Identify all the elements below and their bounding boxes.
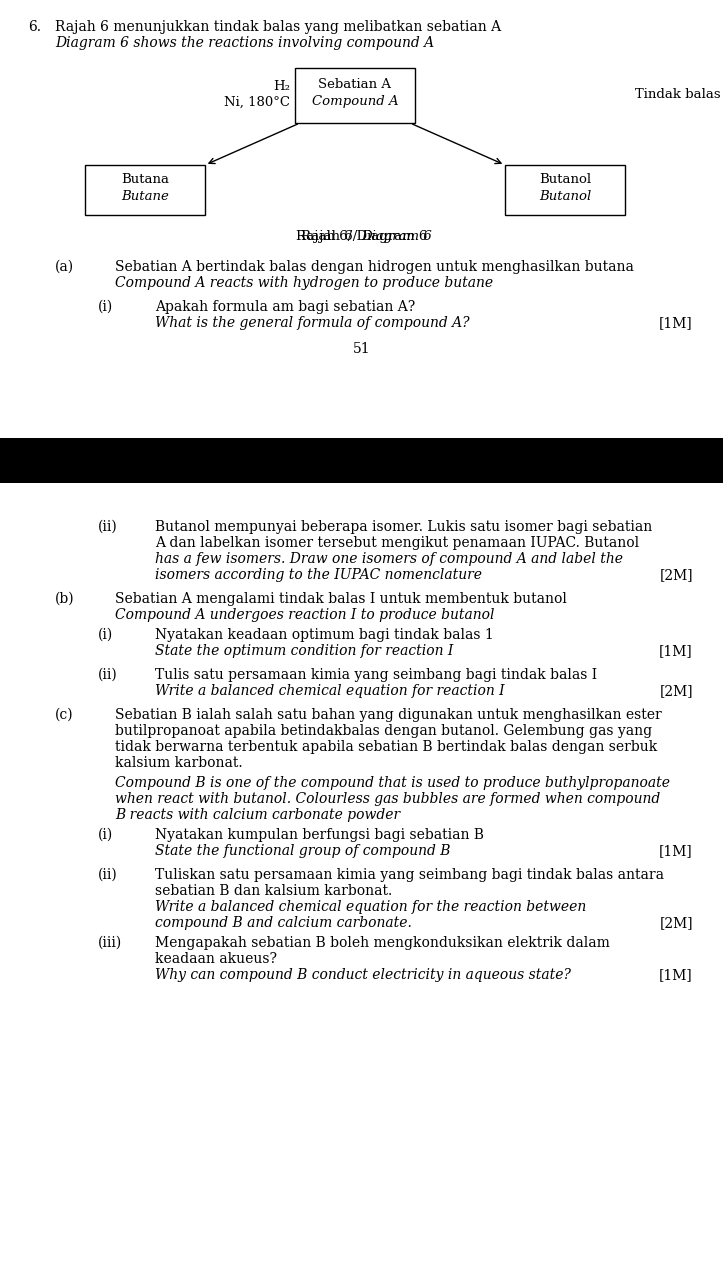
Text: (i): (i) [98, 300, 114, 314]
Text: [1M]: [1M] [659, 316, 693, 330]
Text: Rajah 6/: Rajah 6/ [301, 230, 362, 243]
Text: (c): (c) [55, 708, 74, 722]
Text: Sebatian A: Sebatian A [319, 78, 391, 91]
Text: (ii): (ii) [98, 668, 118, 682]
Text: Rajah 6 menunjukkan tindak balas yang melibatkan sebatian A: Rajah 6 menunjukkan tindak balas yang me… [55, 20, 501, 35]
Text: 6.: 6. [28, 20, 41, 35]
Text: (i): (i) [98, 628, 114, 643]
Text: [2M]: [2M] [659, 568, 693, 582]
Text: Compound A undergoes reaction I to produce butanol: Compound A undergoes reaction I to produ… [115, 608, 495, 622]
Bar [0, 438, 723, 483]
Text: Diagram 6 shows the reactions involving compound A: Diagram 6 shows the reactions involving … [55, 36, 434, 50]
Text: Butane: Butane [121, 189, 169, 204]
Text: A dan labelkan isomer tersebut mengikut penamaan IUPAC. Butanol: A dan labelkan isomer tersebut mengikut … [155, 536, 639, 550]
Text: isomers according to the IUPAC nomenclature: isomers according to the IUPAC nomenclat… [155, 568, 482, 582]
Text: [2M]: [2M] [659, 916, 693, 931]
Text: Write a balanced chemical equation for the reaction between: Write a balanced chemical equation for t… [155, 900, 586, 914]
Text: (b): (b) [55, 591, 74, 605]
Text: Write a balanced chemical equation for reaction I: Write a balanced chemical equation for r… [155, 684, 505, 698]
Text: compound B and calcium carbonate.: compound B and calcium carbonate. [155, 916, 412, 931]
Text: Tulis satu persamaan kimia yang seimbang bagi tindak balas I: Tulis satu persamaan kimia yang seimbang… [155, 668, 597, 682]
Text: [2M]: [2M] [659, 684, 693, 698]
Text: B reacts with calcium carbonate powder: B reacts with calcium carbonate powder [115, 808, 400, 822]
Text: Nyatakan keadaan optimum bagi tindak balas 1: Nyatakan keadaan optimum bagi tindak bal… [155, 628, 494, 643]
Text: Apakah formula am bagi sebatian A?: Apakah formula am bagi sebatian A? [155, 300, 415, 314]
Text: Compound A reacts with hydrogen to produce butane: Compound A reacts with hydrogen to produ… [115, 276, 493, 291]
Text: sebatian B dan kalsium karbonat.: sebatian B dan kalsium karbonat. [155, 884, 393, 899]
Text: butilpropanoat apabila betindakbalas dengan butanol. Gelembung gas yang: butilpropanoat apabila betindakbalas den… [115, 724, 652, 739]
Text: 51: 51 [353, 342, 370, 356]
Text: Sebatian A mengalami tindak balas I untuk membentuk butanol: Sebatian A mengalami tindak balas I untu… [115, 591, 567, 605]
Text: [1M]: [1M] [659, 644, 693, 658]
Text: H₂: H₂ [273, 79, 290, 93]
Text: State the optimum condition for reaction I: State the optimum condition for reaction… [155, 644, 453, 658]
Text: Sebatian A bertindak balas dengan hidrogen untuk menghasilkan butana: Sebatian A bertindak balas dengan hidrog… [115, 260, 634, 274]
Text: [1M]: [1M] [659, 844, 693, 858]
Text: tidak berwarna terbentuk apabila sebatian B bertindak balas dengan serbuk: tidak berwarna terbentuk apabila sebatia… [115, 740, 657, 754]
Text: Nyatakan kumpulan berfungsi bagi sebatian B: Nyatakan kumpulan berfungsi bagi sebatia… [155, 828, 484, 842]
Text: [1M]: [1M] [659, 968, 693, 982]
Text: keadaan akueus?: keadaan akueus? [155, 952, 277, 966]
Text: (iii): (iii) [98, 936, 122, 950]
Text: Butanol: Butanol [539, 173, 591, 186]
Text: Why can compound B conduct electricity in aqueous state?: Why can compound B conduct electricity i… [155, 968, 571, 982]
Text: What is the general formula of compound A?: What is the general formula of compound … [155, 316, 470, 330]
Text: kalsium karbonat.: kalsium karbonat. [115, 756, 243, 771]
Text: Mengapakah sebatian B boleh mengkonduksikan elektrik dalam: Mengapakah sebatian B boleh mengkonduksi… [155, 936, 610, 950]
Text: Tindak balas 1: Tindak balas 1 [635, 88, 723, 101]
Text: (a): (a) [55, 260, 74, 274]
Text: Ni, 180°C: Ni, 180°C [224, 96, 290, 109]
Text: has a few isomers. Draw one isomers of compound A and label the: has a few isomers. Draw one isomers of c… [155, 552, 623, 566]
Text: (i): (i) [98, 828, 114, 842]
Text: State the functional group of compound B: State the functional group of compound B [155, 844, 450, 858]
Bar [295, 68, 415, 123]
Bar [85, 165, 205, 215]
Text: Tuliskan satu persamaan kimia yang seimbang bagi tindak balas antara: Tuliskan satu persamaan kimia yang seimb… [155, 868, 664, 882]
Text: (ii): (ii) [98, 868, 118, 882]
Text: Compound A: Compound A [312, 95, 398, 108]
Text: Butana: Butana [121, 173, 169, 186]
Text: Compound B is one of the compound that is used to produce buthylpropanoate: Compound B is one of the compound that i… [115, 776, 670, 790]
Text: Sebatian B ialah salah satu bahan yang digunakan untuk menghasilkan ester: Sebatian B ialah salah satu bahan yang d… [115, 708, 662, 722]
Text: Butanol: Butanol [539, 189, 591, 204]
Bar [505, 165, 625, 215]
Text: Diagram 6: Diagram 6 [362, 230, 432, 243]
Text: Butanol mempunyai beberapa isomer. Lukis satu isomer bagi sebatian: Butanol mempunyai beberapa isomer. Lukis… [155, 520, 652, 534]
Text: (ii): (ii) [98, 520, 118, 534]
Text: when react with butanol. Colourless gas bubbles are formed when compound: when react with butanol. Colourless gas … [115, 792, 660, 806]
Text: Rajah 6/ Diagram 6: Rajah 6/ Diagram 6 [296, 230, 427, 243]
